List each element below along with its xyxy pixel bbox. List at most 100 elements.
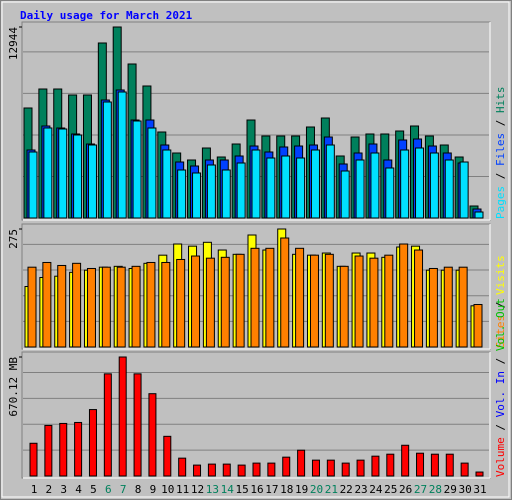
bar xyxy=(44,424,53,477)
x-tick-label: 25 xyxy=(384,483,397,496)
bar xyxy=(415,147,425,219)
y-max-label: 275 xyxy=(7,229,20,249)
bar xyxy=(460,462,469,477)
bar xyxy=(341,462,350,477)
bar xyxy=(385,167,395,219)
bar xyxy=(88,409,97,477)
x-tick-label: 13 xyxy=(206,483,219,496)
chart-title: Daily usage for March 2021 xyxy=(20,9,193,22)
bar xyxy=(57,264,67,348)
bar xyxy=(72,262,82,348)
x-tick-label: 22 xyxy=(340,483,353,496)
y-max-label: 670.12 MB xyxy=(7,357,20,417)
bar xyxy=(356,459,365,477)
bar xyxy=(177,169,187,219)
legend-separator: / xyxy=(494,113,507,133)
bar xyxy=(371,455,380,477)
bar xyxy=(281,155,291,219)
bar xyxy=(235,253,245,348)
bar xyxy=(475,471,484,477)
bar xyxy=(163,435,172,477)
bar xyxy=(42,261,52,348)
bar xyxy=(237,464,246,477)
x-tick-label: 18 xyxy=(280,483,293,496)
bar xyxy=(118,356,127,477)
x-tick-label: 6 xyxy=(105,483,112,496)
bar xyxy=(354,255,364,348)
bar xyxy=(87,144,97,219)
x-tick-label: 10 xyxy=(161,483,174,496)
bar xyxy=(339,265,349,348)
legend: Volume / Vol. In / Vol. Out xyxy=(494,298,507,477)
bar xyxy=(340,170,350,219)
bar xyxy=(251,149,261,219)
bar xyxy=(297,449,306,477)
x-tick-label: 7 xyxy=(120,483,127,496)
bar xyxy=(191,255,201,348)
bar xyxy=(326,459,335,477)
bar xyxy=(59,422,68,477)
x-tick-label: 26 xyxy=(399,483,412,496)
x-tick-label: 19 xyxy=(295,483,308,496)
legend-separator: / xyxy=(494,417,507,437)
x-tick-label: 11 xyxy=(176,483,189,496)
bar xyxy=(206,164,216,219)
x-tick-label: 29 xyxy=(444,483,457,496)
bar xyxy=(222,463,231,477)
bar xyxy=(309,254,319,348)
legend-entry: Pages xyxy=(494,186,507,219)
bar xyxy=(162,149,172,219)
bar xyxy=(384,254,394,348)
bar xyxy=(132,120,142,219)
bar xyxy=(86,267,96,348)
legend-entry: Files xyxy=(494,133,507,166)
x-tick-label: 2 xyxy=(46,483,53,496)
x-tick-label: 27 xyxy=(414,483,427,496)
bar xyxy=(250,247,260,348)
legend-entry: Vol. In xyxy=(494,371,507,417)
bar xyxy=(444,159,454,219)
bar xyxy=(58,128,68,219)
x-tick-label: 3 xyxy=(60,483,67,496)
x-tick-label: 12 xyxy=(191,483,204,496)
bar xyxy=(148,393,157,477)
bar xyxy=(74,421,83,477)
bar xyxy=(311,459,320,477)
bar xyxy=(416,452,425,477)
bar xyxy=(324,253,334,348)
legend-separator: / xyxy=(494,166,507,186)
x-tick-label: 23 xyxy=(354,483,367,496)
bar xyxy=(399,243,409,348)
bar xyxy=(147,127,157,219)
x-tick-label: 30 xyxy=(459,483,472,496)
x-tick-label: 5 xyxy=(90,483,97,496)
bar xyxy=(176,258,186,348)
bar xyxy=(116,266,126,348)
legend: Sites / Visits xyxy=(494,255,507,348)
bar xyxy=(27,266,37,348)
x-tick-label: 15 xyxy=(236,483,249,496)
bar xyxy=(386,453,395,477)
legend-entry: Hits xyxy=(494,87,507,114)
bar xyxy=(266,157,276,219)
bar xyxy=(28,151,38,219)
legend: Pages / Files / Hits xyxy=(494,87,507,220)
x-tick-label: 14 xyxy=(221,483,235,496)
x-tick-label: 21 xyxy=(325,483,338,496)
bar xyxy=(236,162,246,219)
x-tick-label: 31 xyxy=(473,483,486,496)
bar xyxy=(355,159,365,219)
x-tick-label: 17 xyxy=(265,483,278,496)
bar xyxy=(310,149,320,219)
bar xyxy=(429,152,439,219)
bar xyxy=(443,266,453,348)
bar xyxy=(414,249,424,348)
x-tick-label: 8 xyxy=(135,483,142,496)
bar xyxy=(207,463,216,477)
bar xyxy=(103,373,112,477)
bar xyxy=(267,462,276,477)
bar xyxy=(282,456,291,477)
legend-entry: Visits xyxy=(494,255,507,295)
